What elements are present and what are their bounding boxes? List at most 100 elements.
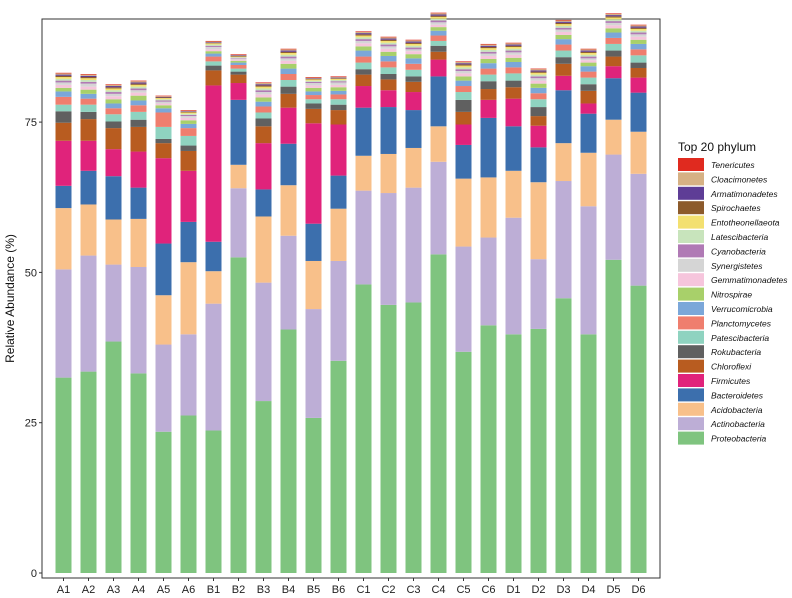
x-tick-label-B4: B4 xyxy=(282,584,295,596)
bar-segment-A5-proteobacteria xyxy=(155,431,172,573)
bar-segment-B4-cloacimonetes xyxy=(280,49,297,51)
legend-item-bacteroidetes: Bacteroidetes xyxy=(678,388,764,402)
bar-segment-D4-patescibacteria xyxy=(580,77,597,85)
bar-stack-B4 xyxy=(280,48,297,573)
bar-segment-A5-entotheonellaeota xyxy=(155,98,172,100)
bar-segment-D6-actinobacteria xyxy=(630,173,647,286)
legend-key xyxy=(678,417,704,431)
bar-segment-B5-chloroflexi xyxy=(305,108,322,124)
bar-segment-A4-planctomycetes xyxy=(130,105,147,112)
bar-segment-D2-gemmatimonadetes xyxy=(530,80,547,84)
bar-segment-A4-actinobacteria xyxy=(130,266,147,374)
bar-segment-B1-tenericutes xyxy=(205,40,222,42)
bar-segment-A1-tenericutes xyxy=(55,72,72,74)
bar-segment-D3-tenericutes xyxy=(555,19,572,21)
x-tick-label-A2: A2 xyxy=(82,584,95,596)
bar-segment-A6-bacteroidetes xyxy=(180,221,197,263)
bar-segment-D5-firmicutes xyxy=(605,66,622,79)
bar-segment-D1-cloacimonetes xyxy=(505,43,522,45)
bar-segment-C1-armatimonadetes xyxy=(355,33,372,35)
legend-label: Proteobacteria xyxy=(711,434,767,444)
bar-segment-C4-tenericutes xyxy=(430,12,447,14)
bar-segment-C3-synergistetes xyxy=(405,49,422,52)
bar-segment-A4-cloacimonetes xyxy=(130,81,147,83)
bar-segment-A3-verrucomicrobia xyxy=(105,103,122,109)
bar-segment-A6-proteobacteria xyxy=(180,415,197,573)
bar-segment-B3-verrucomicrobia xyxy=(255,101,272,107)
x-tick-label-B3: B3 xyxy=(257,584,270,596)
bar-segment-A3-proteobacteria xyxy=(105,341,122,573)
x-tick-label-D6: D6 xyxy=(631,584,645,596)
bar-segment-A3-armatimonadetes xyxy=(105,86,122,88)
bar-segment-C2-armatimonadetes xyxy=(380,38,397,40)
bar-segment-A6-latescibacteria xyxy=(180,113,197,115)
legend-key xyxy=(678,287,704,301)
bar-segment-A4-spirochaetes xyxy=(130,83,147,85)
bar-segment-A4-nitrospirae xyxy=(130,95,147,101)
bar-segment-D1-rokubacteria xyxy=(505,80,522,88)
bar-segment-C6-verrucomicrobia xyxy=(480,63,497,69)
bar-segment-A2-patescibacteria xyxy=(80,104,97,112)
bar-stack-A1 xyxy=(55,72,72,573)
bar-segment-B4-acidobacteria xyxy=(280,185,297,236)
bar-segment-C2-cyanobacteria xyxy=(380,44,397,47)
bar-segment-C3-cyanobacteria xyxy=(405,47,422,50)
bar-segment-A2-proteobacteria xyxy=(80,371,97,573)
bar-segment-B2-verrucomicrobia xyxy=(230,62,247,65)
bar-segment-B1-acidobacteria xyxy=(205,271,222,304)
legend-label: Spirochaetes xyxy=(711,203,761,213)
bar-segment-C6-entotheonellaeota xyxy=(480,48,497,50)
bar-segment-C2-tenericutes xyxy=(380,36,397,38)
x-tick-label-A3: A3 xyxy=(107,584,120,596)
bar-segment-C1-spirochaetes xyxy=(355,34,372,36)
bar-segment-C3-latescibacteria xyxy=(405,45,422,48)
bar-segment-A4-proteobacteria xyxy=(130,373,147,573)
bar-stack-A5 xyxy=(155,95,172,573)
bar-segment-C1-verrucomicrobia xyxy=(355,50,372,57)
bar-segment-C1-planctomycetes xyxy=(355,56,372,63)
bar-segment-A4-rokubacteria xyxy=(130,119,147,127)
bar-segment-B3-bacteroidetes xyxy=(255,189,272,217)
bar-segment-C6-cyanobacteria xyxy=(480,51,497,54)
bar-segment-C4-nitrospirae xyxy=(430,27,447,31)
legend-item-firmicutes: Firmicutes xyxy=(678,374,751,387)
bar-segment-B1-planctomycetes xyxy=(205,56,222,62)
x-tick-label-C1: C1 xyxy=(356,584,370,596)
bar-segment-C2-verrucomicrobia xyxy=(380,55,397,62)
legend-label: Chloroflexi xyxy=(711,362,752,372)
bar-stack-D6 xyxy=(630,24,647,573)
bar-segment-A1-chloroflexi xyxy=(55,122,72,141)
legend-key xyxy=(678,201,704,215)
bar-segment-D1-chloroflexi xyxy=(505,87,522,99)
bar-segment-A1-cyanobacteria xyxy=(55,80,72,83)
bar-segment-B2-spirochaetes xyxy=(230,55,247,57)
bar-segment-D1-latescibacteria xyxy=(505,48,522,51)
bar-segment-B4-firmicutes xyxy=(280,107,297,144)
bar-segment-C6-actinobacteria xyxy=(480,237,497,326)
bar-segment-B1-actinobacteria xyxy=(205,303,222,431)
bar-segment-A1-armatimonadetes xyxy=(55,74,72,76)
bar-segment-A6-cloacimonetes xyxy=(180,110,197,112)
bar-segment-C2-gemmatimonadetes xyxy=(380,48,397,52)
bar-segment-A1-acidobacteria xyxy=(55,208,72,270)
x-tick-label-D3: D3 xyxy=(556,584,570,596)
bar-segment-B1-entotheonellaeota xyxy=(205,43,222,45)
bar-segment-D3-gemmatimonadetes xyxy=(555,31,572,35)
bar-segment-B6-rokubacteria xyxy=(330,104,347,111)
bar-segment-C3-patescibacteria xyxy=(405,69,422,77)
x-tick-label-D1: D1 xyxy=(506,584,520,596)
bar-stack-C6 xyxy=(480,43,497,573)
bar-segment-D3-spirochaetes xyxy=(555,22,572,25)
bar-segment-A6-nitrospirae xyxy=(180,120,197,124)
bar-segment-B5-nitrospirae xyxy=(305,87,322,92)
bar-segment-C5-entotheonellaeota xyxy=(455,65,472,68)
bar-segment-D5-proteobacteria xyxy=(605,259,622,573)
bar-segment-D5-cyanobacteria xyxy=(605,21,622,23)
bar-segment-D6-spirochaetes xyxy=(630,27,647,29)
bar-segment-B6-firmicutes xyxy=(330,124,347,176)
bar-segment-C3-actinobacteria xyxy=(405,187,422,303)
bar-segment-C5-synergistetes xyxy=(455,71,472,74)
bar-segment-D2-spirochaetes xyxy=(530,71,547,73)
bar-segment-D6-patescibacteria xyxy=(630,55,647,63)
legend-title: Top 20 phylum xyxy=(678,140,756,154)
